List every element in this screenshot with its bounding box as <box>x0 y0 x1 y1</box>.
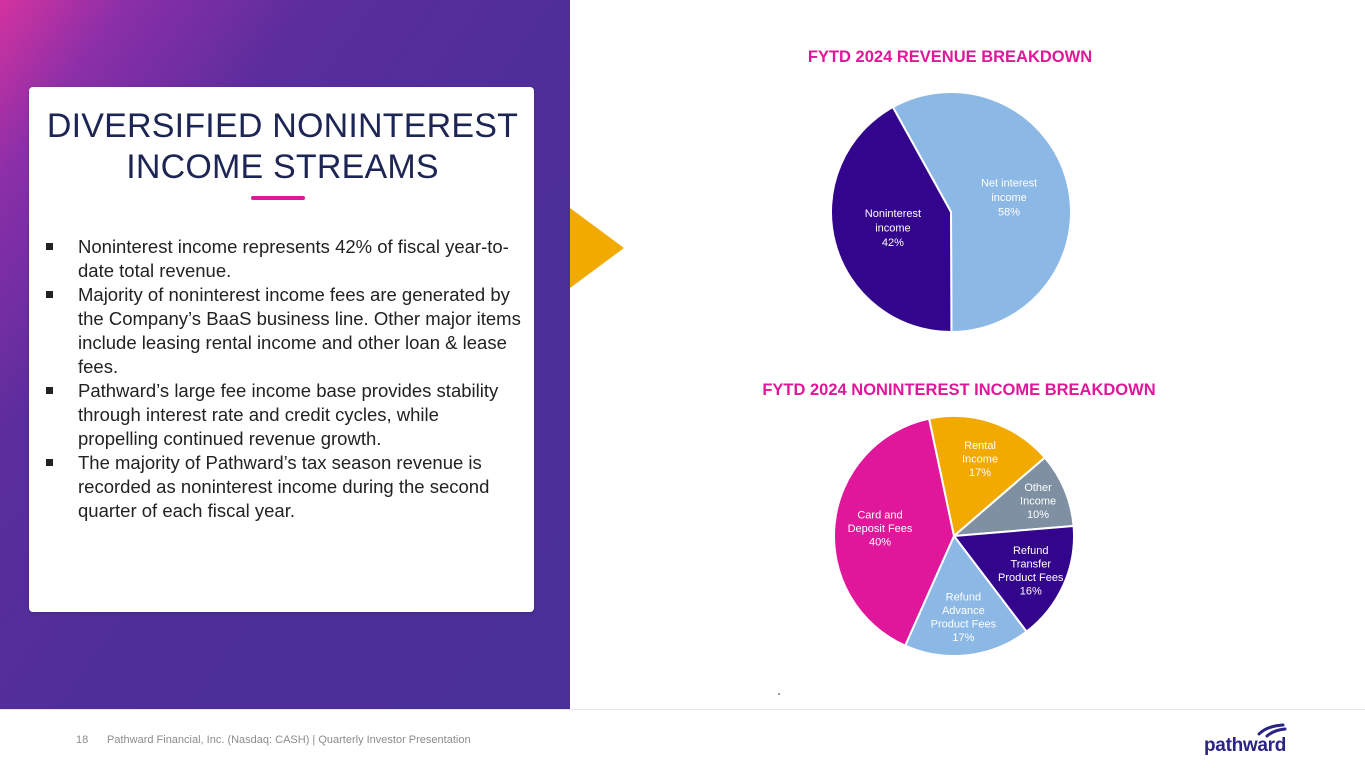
pie-data-label: Noninterest income 42% <box>865 208 921 249</box>
content-card <box>29 87 534 612</box>
square-bullet-icon <box>46 459 53 466</box>
pie-label-line: 17% <box>969 467 991 479</box>
pie-label-line: Income <box>962 454 998 466</box>
pie-slice-card-and-deposit-fees <box>833 417 956 647</box>
pie-label-line: Other <box>1024 482 1052 494</box>
logo-text: pathward <box>1204 735 1287 756</box>
pie-label-line: 40% <box>869 537 891 549</box>
pie-label-line: 58% <box>998 207 1020 219</box>
pie-label-line: Product Fees <box>998 572 1064 584</box>
pathward-logo: pathward <box>1204 722 1294 756</box>
pie-data-label: Rental Income 17% <box>962 440 998 479</box>
pie-label-line: income <box>875 222 910 234</box>
revenue-chart-title: FYTD 2024 REVENUE BREAKDOWN <box>807 48 1093 66</box>
pie-slice-refund-transfer-product-fees <box>952 524 1075 633</box>
bullet-text: Noninterest income represents 42% of fis… <box>78 236 509 281</box>
pie-label-line: 10% <box>1027 509 1049 521</box>
bullet-text: Pathward’s large fee income base provide… <box>78 380 499 449</box>
bullet-text: Majority of noninterest income fees are … <box>78 284 521 377</box>
square-bullet-icon <box>46 387 53 394</box>
pie-data-label: Refund Advance Product Fees 17% <box>931 592 997 645</box>
pie-label-line: 16% <box>1020 585 1042 597</box>
title-underline <box>251 196 305 200</box>
page-title-line-1: DIVERSIFIED NONINTEREST <box>46 107 519 145</box>
pie-slice-noninterest-income <box>830 105 953 333</box>
pie-label-line: Deposit Fees <box>848 523 913 535</box>
pie-label-line: Net interest <box>981 178 1037 190</box>
logo-swoosh-icon <box>1257 723 1287 738</box>
bullet-item: Majority of noninterest income fees are … <box>46 283 521 379</box>
arrow-pointer-icon <box>570 208 624 288</box>
page-number: 18 <box>76 734 89 746</box>
footer-text: Pathward Financial, Inc. (Nasdaq: CASH) … <box>107 734 471 746</box>
pie-label-line: Product Fees <box>931 619 997 631</box>
pie-data-label: Card and Deposit Fees 40% <box>848 510 913 549</box>
pie-data-label: Other Income 10% <box>1020 482 1056 521</box>
page-title: DIVERSIFIED NONINTEREST INCOME STREAMS <box>0 106 565 188</box>
pie-slice-other-income <box>951 456 1075 538</box>
pie-label-line: Noninterest <box>865 208 921 220</box>
pie-slice-rental-income <box>927 415 1047 538</box>
square-bullet-icon <box>46 243 53 250</box>
pie-label-line: Transfer <box>1010 558 1051 570</box>
pie-slice-refund-advance-product-fees <box>903 534 1028 657</box>
bullet-list: Noninterest income represents 42% of fis… <box>46 235 521 523</box>
bullet-text: The majority of Pathward’s tax season re… <box>78 452 490 521</box>
pie-label-line: income <box>991 192 1026 204</box>
square-bullet-icon <box>46 291 53 298</box>
pie-label-line: Refund <box>946 592 981 604</box>
bullet-item: Noninterest income represents 42% of fis… <box>46 235 521 283</box>
bullet-item: Pathward’s large fee income base provide… <box>46 379 521 451</box>
pie-label-line: Income <box>1020 496 1056 508</box>
pie-data-label: Refund Transfer Product Fees 16% <box>998 545 1064 598</box>
pie-label-line: Advance <box>942 605 985 617</box>
pie-slice-net-interest-income <box>891 91 1072 334</box>
pie-label-line: Refund <box>1013 545 1048 557</box>
noninterest-chart-title: FYTD 2024 NONINTEREST INCOME BREAKDOWN <box>762 381 1156 399</box>
bullet-item: The majority of Pathward’s tax season re… <box>46 451 521 523</box>
pie-data-label: Net interest income 58% <box>981 178 1037 219</box>
footer-divider <box>0 709 1365 710</box>
page-title-line-2: INCOME STREAMS <box>126 148 439 186</box>
pie-label-line: Card and <box>857 510 902 522</box>
pie-label-line: 42% <box>882 237 904 249</box>
pie-label-line: Rental <box>964 440 996 452</box>
pie-label-line: 17% <box>952 632 974 644</box>
stray-dot <box>778 693 780 695</box>
